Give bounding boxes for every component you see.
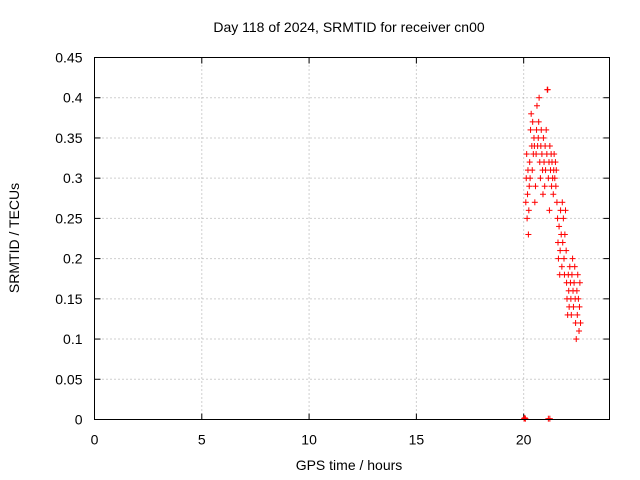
- data-point: [523, 151, 530, 158]
- data-point: [561, 231, 568, 238]
- data-point: [569, 255, 576, 262]
- data-point: [560, 215, 567, 222]
- data-point: [525, 231, 532, 238]
- data-point: [557, 247, 564, 254]
- x-tick-label: 10: [301, 432, 317, 448]
- grid-layer: [94, 57, 610, 420]
- data-point: [568, 311, 575, 318]
- data-point: [526, 159, 533, 166]
- y-tick-label: 0.4: [63, 90, 83, 106]
- x-tick-label: 0: [91, 432, 99, 448]
- data-point: [522, 415, 529, 422]
- y-axis-title: SRMTID / TECUs: [6, 183, 22, 293]
- y-tick-label: 0.35: [55, 130, 82, 146]
- tick-layer: 0 0.05 0.1 0.15 0.2 0.25 0.3 0.35 0.4 0.45 0 5 10 15 2…: [55, 50, 610, 448]
- plot-frame: [94, 57, 610, 420]
- data-point: [573, 336, 580, 343]
- data-point: [559, 199, 566, 206]
- data-point: [546, 415, 553, 422]
- x-axis-title: GPS time / hours: [296, 457, 403, 473]
- data-point: [555, 255, 562, 262]
- data-point: [552, 183, 559, 190]
- y-tick-label: 0.45: [55, 50, 82, 66]
- data-point: [531, 199, 538, 206]
- y-tick-label: 0.2: [63, 251, 83, 267]
- data-point: [552, 159, 559, 166]
- data-point: [541, 183, 548, 190]
- data-point: [559, 239, 566, 246]
- data-point: [525, 207, 532, 214]
- data-point: [551, 175, 558, 182]
- data-point: [528, 110, 535, 117]
- data-point: [553, 167, 560, 174]
- data-point: [544, 86, 551, 93]
- data-point: [553, 199, 560, 206]
- data-point: [570, 303, 577, 310]
- data-point: [537, 175, 544, 182]
- data-point: [556, 223, 563, 230]
- data-point: [577, 319, 584, 326]
- data-point: [529, 167, 536, 174]
- data-point: [571, 279, 578, 286]
- x-tick-label: 20: [516, 432, 532, 448]
- data-point: [527, 175, 534, 182]
- y-tick-label: 0.3: [63, 170, 83, 186]
- y-tick-label: 0.25: [55, 210, 82, 226]
- data-point: [546, 142, 553, 149]
- data-point: [522, 199, 529, 206]
- data-point: [574, 311, 581, 318]
- data-points: [521, 86, 584, 422]
- data-point: [535, 118, 542, 125]
- data-point: [573, 287, 580, 294]
- data-point: [529, 118, 536, 125]
- data-point: [576, 279, 583, 286]
- data-point: [536, 94, 543, 101]
- data-point: [563, 247, 570, 254]
- data-point: [527, 126, 534, 133]
- data-point: [571, 263, 578, 270]
- data-point: [532, 183, 539, 190]
- data-point: [575, 295, 582, 302]
- data-point: [554, 215, 561, 222]
- data-point: [574, 271, 581, 278]
- data-point: [546, 207, 553, 214]
- y-tick-label: 0.15: [55, 291, 82, 307]
- data-point: [550, 191, 557, 198]
- data-point: [533, 151, 540, 158]
- data-point: [551, 151, 558, 158]
- y-tick-label: 0: [75, 412, 83, 428]
- data-point: [526, 183, 533, 190]
- data-point: [558, 263, 565, 270]
- data-point: [524, 215, 531, 222]
- data-point: [540, 134, 547, 141]
- x-tick-label: 15: [409, 432, 425, 448]
- data-point: [524, 191, 531, 198]
- y-tick-label: 0.05: [55, 371, 82, 387]
- data-point: [568, 271, 575, 278]
- data-point: [576, 303, 583, 310]
- data-point: [576, 328, 583, 335]
- data-point: [539, 191, 546, 198]
- data-point: [561, 255, 568, 262]
- chart-title: Day 118 of 2024, SRMTID for receiver cn0…: [213, 19, 485, 35]
- data-point: [535, 134, 542, 141]
- x-tick-label: 5: [198, 432, 206, 448]
- data-point: [533, 102, 540, 109]
- data-point: [562, 207, 569, 214]
- data-point: [543, 126, 550, 133]
- y-tick-label: 0.1: [63, 331, 83, 347]
